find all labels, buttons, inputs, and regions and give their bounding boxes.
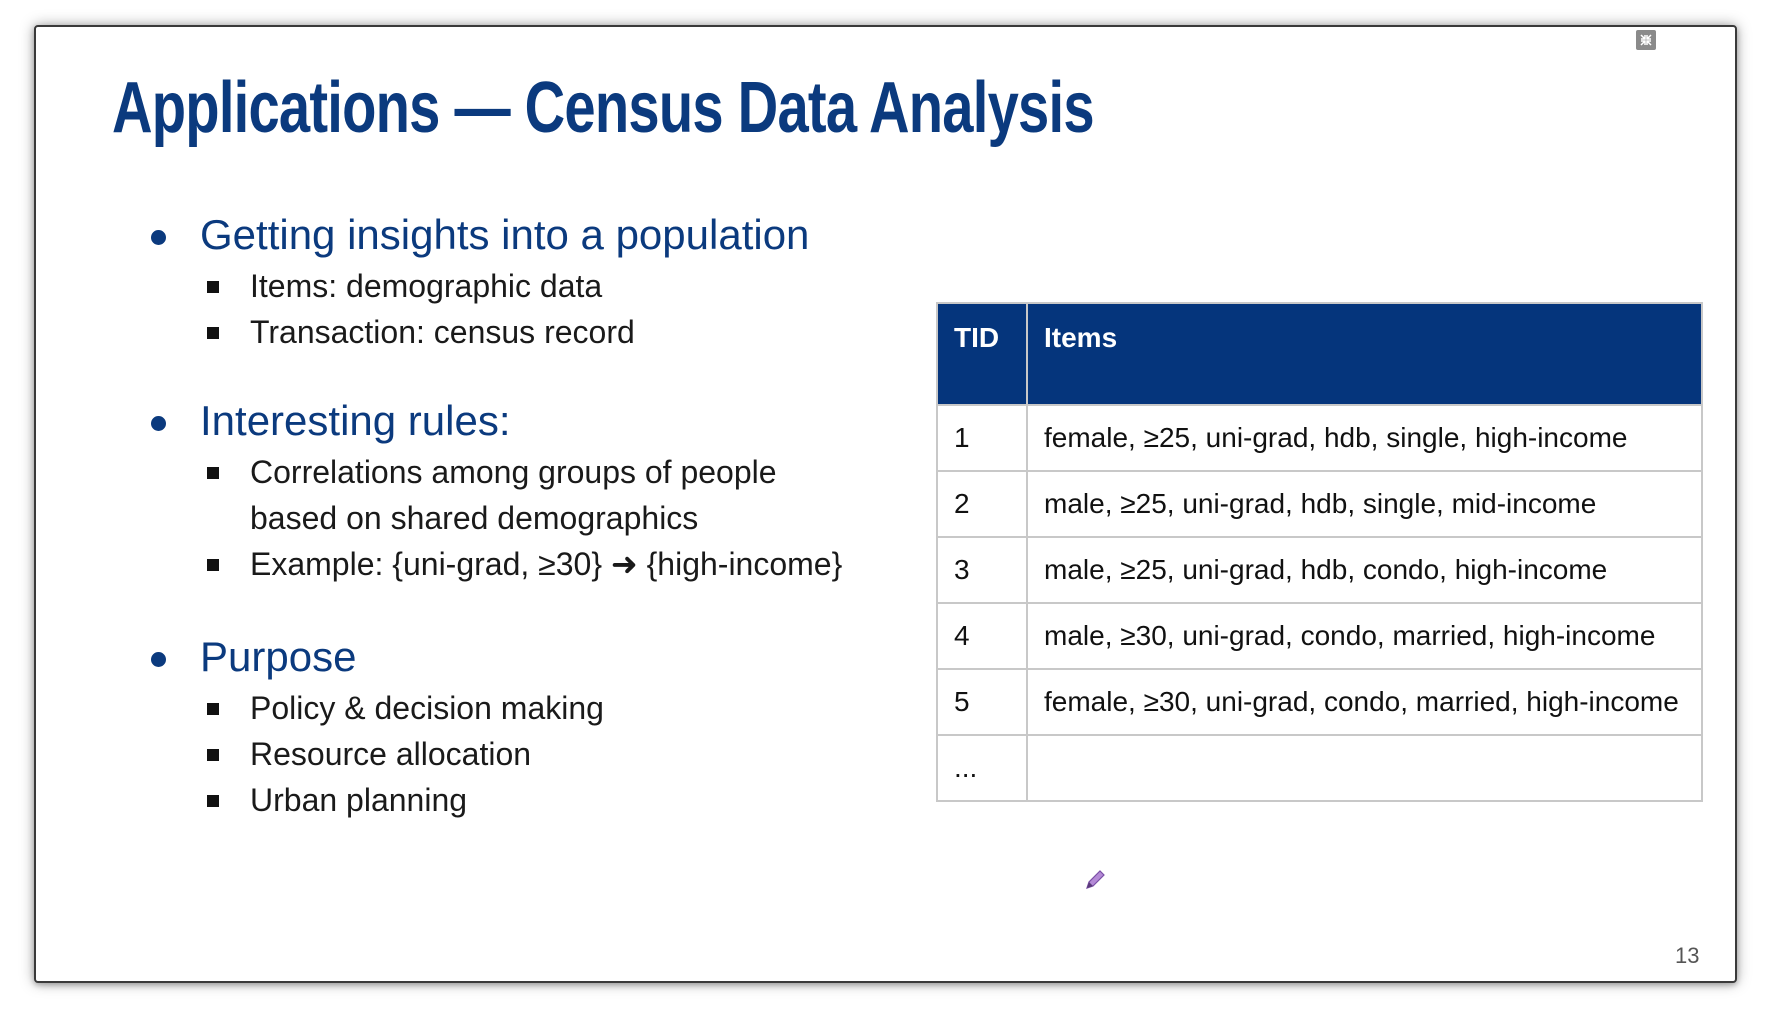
column-header-items: Items [1026, 302, 1703, 406]
slide: Applications — Census Data Analysis Gett… [34, 25, 1737, 983]
cell-tid: 5 [936, 668, 1028, 736]
sub-bullet: Urban planning [114, 777, 842, 823]
bullet-dot-icon [151, 416, 166, 431]
column-header-tid: TID [936, 302, 1028, 406]
sub-bullet: Resource allocation [114, 731, 842, 777]
bullet-heading-text: Purpose [200, 633, 357, 680]
bullet-group: Interesting rules: Correlations among gr… [114, 393, 842, 587]
cell-tid: 1 [936, 404, 1028, 472]
bullet-heading: Interesting rules: [114, 393, 842, 449]
sub-bullet: Example: {uni-grad, ≥30} ➜ {high-income} [114, 541, 842, 587]
sub-bullet-continuation: based on shared demographics [114, 495, 842, 541]
bullet-dot-icon [151, 230, 166, 245]
sub-bullet: Transaction: census record [114, 309, 842, 355]
bullet-dot-icon [151, 652, 166, 667]
bullet-list: Getting insights into a population Items… [114, 207, 842, 823]
sub-bullet: Policy & decision making [114, 685, 842, 731]
table-row: 3 male, ≥25, uni-grad, hdb, condo, high-… [936, 536, 1703, 604]
sub-bullet-text: based on shared demographics [250, 500, 699, 536]
bullet-heading: Purpose [114, 629, 842, 685]
sub-bullet-text: Items: demographic data [250, 268, 603, 304]
transactions-table: TID Items 1 female, ≥25, uni-grad, hdb, … [936, 302, 1703, 802]
table-row: 5 female, ≥30, uni-grad, condo, married,… [936, 668, 1703, 736]
cell-tid: ... [936, 734, 1028, 802]
sub-bullet-text: Correlations among groups of people [250, 454, 777, 490]
page-number: 13 [1675, 943, 1700, 968]
sub-bullet-text: Urban planning [250, 782, 468, 818]
square-bullet-icon [207, 559, 219, 571]
sub-bullet-text: Transaction: census record [250, 314, 635, 350]
bullet-group: Getting insights into a population Items… [114, 207, 842, 355]
table-row: 4 male, ≥30, uni-grad, condo, married, h… [936, 602, 1703, 670]
bullet-group: Purpose Policy & decision making Resourc… [114, 629, 842, 823]
cell-items: male, ≥30, uni-grad, condo, married, hig… [1026, 602, 1703, 670]
square-bullet-icon [207, 327, 219, 339]
square-bullet-icon [207, 795, 219, 807]
square-bullet-icon [207, 703, 219, 715]
sub-bullet-text: Policy & decision making [250, 690, 604, 726]
sub-bullet: Correlations among groups of people [114, 449, 842, 495]
square-bullet-icon [207, 281, 219, 293]
sub-bullet-text: Resource allocation [250, 736, 532, 772]
bullet-heading: Getting insights into a population [114, 207, 842, 263]
bullet-heading-text: Interesting rules: [200, 397, 511, 444]
square-bullet-icon [207, 467, 219, 479]
cell-items [1026, 734, 1703, 802]
sub-bullet-text: Example: {uni-grad, ≥30} ➜ {high-income} [250, 546, 843, 582]
cell-items: female, ≥30, uni-grad, condo, married, h… [1026, 668, 1703, 736]
table-row: 1 female, ≥25, uni-grad, hdb, single, hi… [936, 404, 1703, 472]
cell-items: female, ≥25, uni-grad, hdb, single, high… [1026, 404, 1703, 472]
cell-items: male, ≥25, uni-grad, hdb, condo, high-in… [1026, 536, 1703, 604]
table-row: ... [936, 734, 1703, 802]
table-row: 2 male, ≥25, uni-grad, hdb, single, mid-… [936, 470, 1703, 538]
cell-tid: 2 [936, 470, 1028, 538]
pen-icon[interactable] [1084, 869, 1106, 896]
cell-tid: 3 [936, 536, 1028, 604]
cell-items: male, ≥25, uni-grad, hdb, single, mid-in… [1026, 470, 1703, 538]
square-bullet-icon [207, 749, 219, 761]
slide-title: Applications — Census Data Analysis [112, 68, 1095, 148]
sub-bullet: Items: demographic data [114, 263, 842, 309]
cell-tid: 4 [936, 602, 1028, 670]
table-header-row: TID Items [936, 302, 1703, 406]
collapse-icon[interactable] [1636, 30, 1656, 50]
bullet-heading-text: Getting insights into a population [200, 211, 810, 258]
